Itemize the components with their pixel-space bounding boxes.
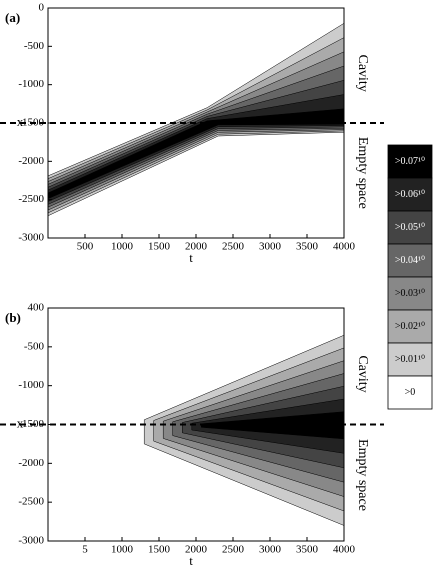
panel-label: (b) bbox=[5, 310, 21, 325]
colorbar-label: >0 bbox=[405, 387, 416, 398]
colorbar-swatch bbox=[387, 276, 433, 311]
colorbar-label: >0.07¹⁰ bbox=[395, 156, 425, 167]
x-tick-label: 2500 bbox=[222, 241, 245, 253]
x-tick-label: 3000 bbox=[259, 241, 282, 253]
y-tick-label: -2500 bbox=[18, 193, 44, 205]
x-tick-label: 3500 bbox=[296, 241, 319, 253]
colorbar-swatch bbox=[387, 342, 433, 377]
region-label: Cavity bbox=[355, 355, 370, 392]
colorbar-label: >0.04¹⁰ bbox=[395, 255, 425, 266]
panel-label: (a) bbox=[5, 10, 20, 25]
y-tick-label: -2000 bbox=[18, 457, 44, 469]
y-tick-label: -1500 bbox=[18, 117, 44, 129]
x-axis-label: t bbox=[189, 250, 193, 265]
x-tick-label: 4000 bbox=[333, 241, 356, 253]
region-label: Cavity bbox=[355, 54, 370, 91]
y-tick-label: -3000 bbox=[18, 535, 44, 547]
y-tick-label: -500 bbox=[24, 40, 45, 52]
x-tick-label: 1000 bbox=[111, 241, 134, 253]
colorbar-swatch bbox=[387, 210, 433, 245]
colorbar-label: >0.03¹⁰ bbox=[395, 288, 425, 299]
colorbar-swatch bbox=[387, 144, 433, 179]
y-axis-label: x bbox=[17, 415, 24, 430]
region-label: Empty space bbox=[355, 137, 370, 209]
y-tick-label: -2000 bbox=[18, 155, 44, 167]
x-tick-label: 3500 bbox=[296, 544, 319, 556]
y-tick-label: -3000 bbox=[18, 232, 44, 244]
colorbar-label: >0.06¹⁰ bbox=[395, 189, 425, 200]
colorbar-swatch bbox=[387, 375, 433, 410]
region-label: Empty space bbox=[355, 439, 370, 511]
x-axis-label: t bbox=[189, 553, 193, 568]
x-tick-label: 1000 bbox=[111, 544, 134, 556]
colorbar-swatch bbox=[387, 177, 433, 212]
y-tick-label: 400 bbox=[28, 302, 45, 314]
x-tick-label: 3000 bbox=[259, 544, 282, 556]
colorbar-label: >0.01¹⁰ bbox=[395, 354, 425, 365]
y-tick-label: -1000 bbox=[18, 78, 44, 90]
x-tick-label: 1500 bbox=[148, 241, 171, 253]
colorbar-swatch bbox=[387, 243, 433, 278]
x-tick-label: 2500 bbox=[222, 544, 245, 556]
y-tick-label: -2500 bbox=[18, 496, 44, 508]
y-tick-label: -500 bbox=[24, 340, 45, 352]
colorbar-label: >0.05¹⁰ bbox=[395, 222, 425, 233]
x-tick-label: 2000 bbox=[185, 544, 208, 556]
x-tick-label: 1500 bbox=[148, 544, 171, 556]
x-tick-label: 500 bbox=[77, 241, 94, 253]
y-tick-label: 0 bbox=[39, 2, 45, 14]
colorbar-swatch bbox=[387, 309, 433, 344]
colorbar-label: >0.02¹⁰ bbox=[395, 321, 425, 332]
y-tick-label: -1000 bbox=[18, 379, 44, 391]
x-tick-label: 5 bbox=[82, 544, 88, 556]
x-tick-label: 2000 bbox=[185, 241, 208, 253]
y-tick-label: -1500 bbox=[18, 418, 44, 430]
x-tick-label: 4000 bbox=[333, 544, 356, 556]
y-axis-label: x bbox=[17, 114, 24, 129]
